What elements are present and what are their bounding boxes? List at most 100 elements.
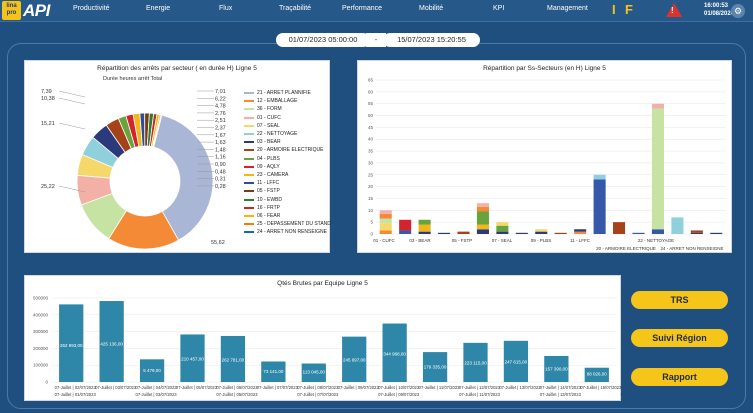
x-tick-label: 24 - ARRET NON RENSEIGNE (661, 246, 724, 251)
bar-value-label: 73 141,00 (263, 369, 284, 374)
quantity-bar (584, 367, 609, 382)
pie-value-label: 0,28 (215, 184, 226, 190)
legend-label: 10 - EWBD (257, 196, 283, 203)
legend-label: 07 - SEAL (257, 122, 280, 129)
quantity-bar (180, 334, 205, 382)
legend-swatch (244, 223, 254, 226)
pie-value-label: 55,62 (211, 240, 225, 246)
legend-swatch (244, 108, 254, 111)
pie-leader-line (58, 97, 86, 105)
x-tick-label: 07-Juillet | 07/07/2023 (257, 385, 299, 390)
alert-triangle-icon[interactable] (666, 3, 682, 17)
stacked-bar-svg: 0 5 10 15 20 25 30 35 40 45 50 55 60 65 01 - CUFC 03 - … (368, 78, 726, 251)
nav-mobilite[interactable]: Mobilité (419, 5, 444, 12)
legend-label: 21 - ARRET PLANNIFIE (257, 90, 311, 96)
y-tick-label: 50 (368, 113, 374, 118)
stacked-bar-segment (379, 213, 392, 219)
pie-value-label: 10,38 (41, 96, 55, 102)
x-tick-label: 07 - SEAL (492, 238, 513, 243)
x-tick-label: 07-Juillet | 15/07/2023 (580, 385, 622, 390)
stacked-bar-title: Répartition par Ss-Secteurs (en H) Ligne… (483, 65, 606, 72)
clock-time: 16:00:53 (704, 3, 729, 9)
x-tick-label: 01 - CUFC (373, 238, 395, 243)
stacked-bar-segment (710, 232, 723, 234)
bar-value-label: 210 457,00 (181, 357, 204, 362)
stacked-bar-segment (496, 231, 509, 234)
legend-label: 25 - DEPASSEMENT DU STAND (257, 221, 331, 228)
quantity-bar (382, 323, 407, 382)
pie-leader-line (58, 122, 86, 130)
nav-flux[interactable]: Flux (219, 5, 233, 12)
y-tick-label: 65 (368, 78, 374, 83)
nav-management[interactable]: Management (547, 5, 588, 12)
indicator-f[interactable]: F (625, 2, 633, 17)
x-tick-label: 07-Juillet | 14/07/2023 (540, 385, 582, 390)
x-tick-label: 07-Juillet | 13/07/2023 (540, 392, 582, 397)
stacked-bar-segment (535, 229, 548, 232)
x-tick-label: 07-Juillet | 11/07/2023 (459, 392, 500, 397)
nav-performance[interactable]: Performance (342, 5, 383, 12)
stacked-bar-segment (438, 232, 451, 234)
x-tick-label: 07-Juillet | 05/07/2023 (216, 392, 258, 397)
stacked-bar-segment (613, 222, 626, 234)
pie-slice (153, 114, 214, 241)
rapport-button[interactable]: Rapport (631, 368, 728, 386)
pie-value-label: 0,31 (215, 177, 226, 183)
settings-gear-icon[interactable]: ⚙ (731, 4, 745, 18)
legend-swatch (244, 190, 254, 193)
legend-label: 20 - ARMOIRE ELECTRIQUE (257, 147, 324, 154)
stacked-bar-segment (651, 108, 664, 230)
quantity-bar (342, 336, 367, 382)
pie-value-label: 0,90 (215, 162, 226, 168)
y-tick-label: 100000 (33, 363, 49, 368)
nav-energie[interactable]: Energie (146, 5, 171, 12)
date-end-field[interactable]: 15/07/2023 15:20:55 (383, 33, 480, 47)
legend-label: 16 - FRTP (257, 204, 280, 211)
pie-value-label: 1,67 (215, 133, 226, 139)
legend-swatch (244, 124, 254, 127)
y-tick-label: 0 (370, 232, 373, 237)
nav-tracabilite[interactable]: Traçabilité (279, 5, 312, 12)
legend-label: 22 - NETTOYAGE (257, 131, 298, 137)
trs-button[interactable]: TRS (631, 291, 728, 309)
x-tick-label: 22 - NETTOYAGE (638, 238, 674, 243)
indicator-i[interactable]: I (612, 2, 616, 17)
y-tick-label: 20 (368, 184, 374, 189)
bar-value-label: 344 968,00 (383, 352, 406, 357)
suivi-region-button[interactable]: Suivi Région (631, 329, 728, 347)
y-tick-label: 5 (370, 220, 373, 225)
stacked-bar-segment (379, 223, 392, 231)
legend-label: 06 - FEAR (257, 213, 281, 219)
y-tick-label: 55 (368, 101, 374, 106)
legend-swatch (244, 206, 254, 209)
legend-label: 05 - FSTP (257, 188, 280, 195)
bar-value-label: 262 993,00 (60, 343, 83, 348)
y-tick-label: 35 (368, 149, 374, 154)
pie-value-label: 7,39 (41, 89, 52, 95)
legend-swatch (244, 133, 254, 135)
quantity-bar (99, 301, 124, 382)
pie-value-label: 1,63 (215, 140, 226, 146)
y-tick-label: 300000 (33, 329, 49, 334)
y-tick-label: 45 (368, 125, 374, 130)
x-tick-label: 07-Juillet | 13/07/2023 (499, 385, 541, 390)
stacked-bar-segment (496, 222, 509, 226)
legend-label: 36 - FORM (257, 106, 282, 113)
date-separator: - (366, 33, 386, 47)
x-tick-label: 07-Juillet | 09/07/2023 (338, 385, 380, 390)
x-tick-label: 07-Juillet | 03/07/2023 (136, 392, 178, 397)
stacked-bar-segment (496, 225, 509, 232)
pie-chart-subtitle: Durée heures arrêt Total (103, 76, 163, 82)
legend-swatch (244, 165, 254, 168)
quantity-bar-title: Qtés Brutes par Equipe Ligne 5 (277, 280, 368, 287)
date-start-field[interactable]: 01/07/2023 05:00:00 (276, 33, 370, 47)
nav-kpi[interactable]: KPI (493, 5, 505, 12)
quantity-bar (544, 355, 569, 382)
nav-productivite[interactable]: Productivité (73, 5, 110, 12)
legend-swatch (244, 231, 254, 234)
x-tick-label: 07-Juillet | 10/07/2023 (378, 385, 420, 390)
legend-swatch (244, 141, 254, 144)
x-tick-label: 20 - ARMOIRE ELECTRIQUE (596, 246, 656, 251)
quantity-bar (220, 335, 246, 382)
y-tick-label: 25 (368, 172, 374, 177)
